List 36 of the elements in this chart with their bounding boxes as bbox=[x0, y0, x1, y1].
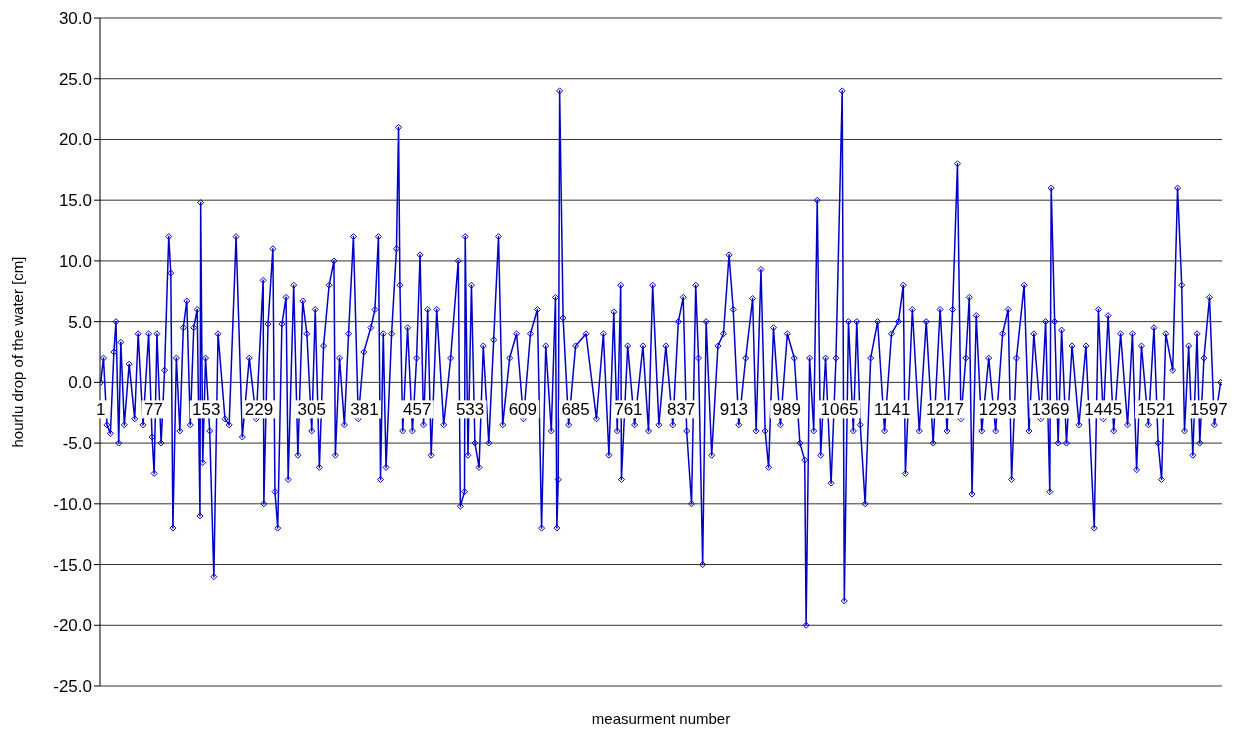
y-tick-label: 25.0 bbox=[58, 69, 92, 89]
x-tick-label: 305 bbox=[297, 400, 326, 420]
y-axis-title: hourlu drop of the water [cm] bbox=[9, 256, 27, 448]
x-tick-label: 1445 bbox=[1084, 400, 1123, 420]
y-tick-label: -15.0 bbox=[53, 555, 92, 575]
x-tick-label: 609 bbox=[508, 400, 538, 420]
y-tick-label: -20.0 bbox=[53, 616, 92, 636]
y-tick-label: 15.0 bbox=[58, 191, 92, 211]
y-tick-label: 30.0 bbox=[58, 9, 92, 29]
y-tick-label: -10.0 bbox=[53, 494, 92, 514]
x-tick-label: 837 bbox=[666, 400, 696, 420]
x-tick-label: 77 bbox=[144, 400, 163, 420]
x-tick-label: 153 bbox=[192, 400, 221, 420]
x-tick-label: 1521 bbox=[1137, 400, 1175, 420]
x-tick-label: 457 bbox=[403, 400, 432, 420]
y-tick-label: 5.0 bbox=[68, 312, 92, 332]
x-axis-title: measurment number bbox=[591, 710, 731, 727]
y-tick-label: -5.0 bbox=[62, 434, 92, 454]
x-tick-label: 685 bbox=[561, 400, 590, 420]
x-tick-label: 1141 bbox=[873, 400, 911, 420]
y-tick-label: -25.0 bbox=[53, 677, 92, 697]
x-tick-label: 913 bbox=[719, 400, 749, 420]
x-tick-label: 1293 bbox=[978, 400, 1017, 420]
y-tick-label: 10.0 bbox=[58, 251, 92, 271]
x-tick-label: 1369 bbox=[1031, 400, 1070, 420]
x-tick-label: 1217 bbox=[926, 400, 964, 420]
x-tick-label: 1597 bbox=[1189, 400, 1228, 420]
y-tick-label: 20.0 bbox=[58, 130, 92, 150]
x-tick-label: 1065 bbox=[820, 400, 859, 420]
y-tick-label: 0.0 bbox=[68, 373, 92, 393]
x-tick-label: 229 bbox=[244, 400, 274, 420]
x-tick-label: 761 bbox=[614, 400, 643, 420]
x-tick-label: 1 bbox=[95, 400, 106, 420]
x-tick-label: 533 bbox=[455, 400, 485, 420]
x-tick-label: 381 bbox=[350, 400, 379, 420]
x-tick-label: 989 bbox=[772, 400, 801, 420]
